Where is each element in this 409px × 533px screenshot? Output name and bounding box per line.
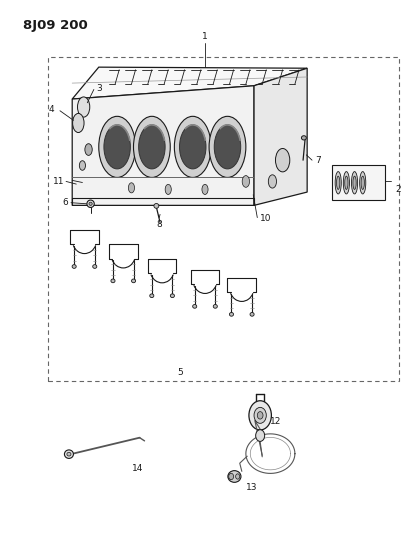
Text: 5: 5: [177, 368, 183, 376]
Ellipse shape: [227, 471, 240, 482]
Ellipse shape: [153, 204, 158, 208]
Ellipse shape: [179, 125, 205, 169]
Text: 1: 1: [202, 31, 207, 41]
Ellipse shape: [92, 265, 97, 268]
Ellipse shape: [254, 407, 265, 423]
Ellipse shape: [192, 304, 196, 308]
Ellipse shape: [213, 304, 217, 308]
Ellipse shape: [359, 172, 365, 194]
Text: 7: 7: [315, 156, 320, 165]
Text: 10: 10: [260, 214, 271, 223]
Text: 13: 13: [246, 483, 257, 492]
Ellipse shape: [174, 116, 211, 177]
Text: 3: 3: [97, 84, 102, 93]
Ellipse shape: [138, 125, 165, 169]
Ellipse shape: [67, 453, 71, 456]
Ellipse shape: [209, 116, 245, 177]
Ellipse shape: [248, 401, 271, 430]
Text: 11: 11: [52, 177, 64, 186]
Ellipse shape: [334, 172, 340, 194]
Ellipse shape: [267, 175, 276, 188]
Ellipse shape: [165, 184, 171, 195]
Text: 2: 2: [394, 185, 400, 194]
Ellipse shape: [87, 200, 94, 207]
Ellipse shape: [360, 176, 364, 189]
Ellipse shape: [131, 279, 135, 282]
Ellipse shape: [214, 125, 240, 169]
Ellipse shape: [229, 312, 233, 316]
Text: 4: 4: [48, 105, 54, 114]
Polygon shape: [72, 67, 306, 99]
Ellipse shape: [301, 136, 306, 140]
Ellipse shape: [255, 430, 264, 441]
Ellipse shape: [352, 176, 355, 189]
Ellipse shape: [99, 116, 135, 177]
Ellipse shape: [128, 183, 134, 193]
FancyBboxPatch shape: [331, 165, 384, 200]
Ellipse shape: [85, 144, 92, 156]
Text: 12: 12: [270, 417, 281, 426]
Ellipse shape: [170, 294, 174, 297]
Ellipse shape: [275, 149, 289, 172]
Ellipse shape: [342, 172, 348, 194]
Ellipse shape: [344, 176, 347, 189]
Ellipse shape: [257, 411, 263, 419]
Text: 6: 6: [62, 198, 68, 207]
Ellipse shape: [242, 175, 249, 187]
Ellipse shape: [149, 294, 153, 297]
Text: 14: 14: [132, 464, 143, 473]
Ellipse shape: [228, 473, 233, 480]
Ellipse shape: [249, 312, 254, 316]
Ellipse shape: [133, 116, 170, 177]
Ellipse shape: [202, 184, 207, 195]
Text: 8: 8: [155, 220, 161, 229]
Ellipse shape: [72, 114, 84, 133]
Ellipse shape: [64, 450, 73, 458]
Ellipse shape: [79, 161, 85, 170]
Ellipse shape: [111, 279, 115, 282]
Ellipse shape: [89, 202, 92, 205]
Text: 8J09 200: 8J09 200: [23, 19, 88, 32]
Ellipse shape: [336, 176, 339, 189]
Ellipse shape: [351, 172, 357, 194]
Ellipse shape: [235, 474, 239, 479]
Ellipse shape: [77, 97, 90, 117]
Ellipse shape: [72, 265, 76, 268]
Polygon shape: [72, 86, 254, 205]
Polygon shape: [254, 68, 306, 205]
Ellipse shape: [103, 125, 130, 169]
